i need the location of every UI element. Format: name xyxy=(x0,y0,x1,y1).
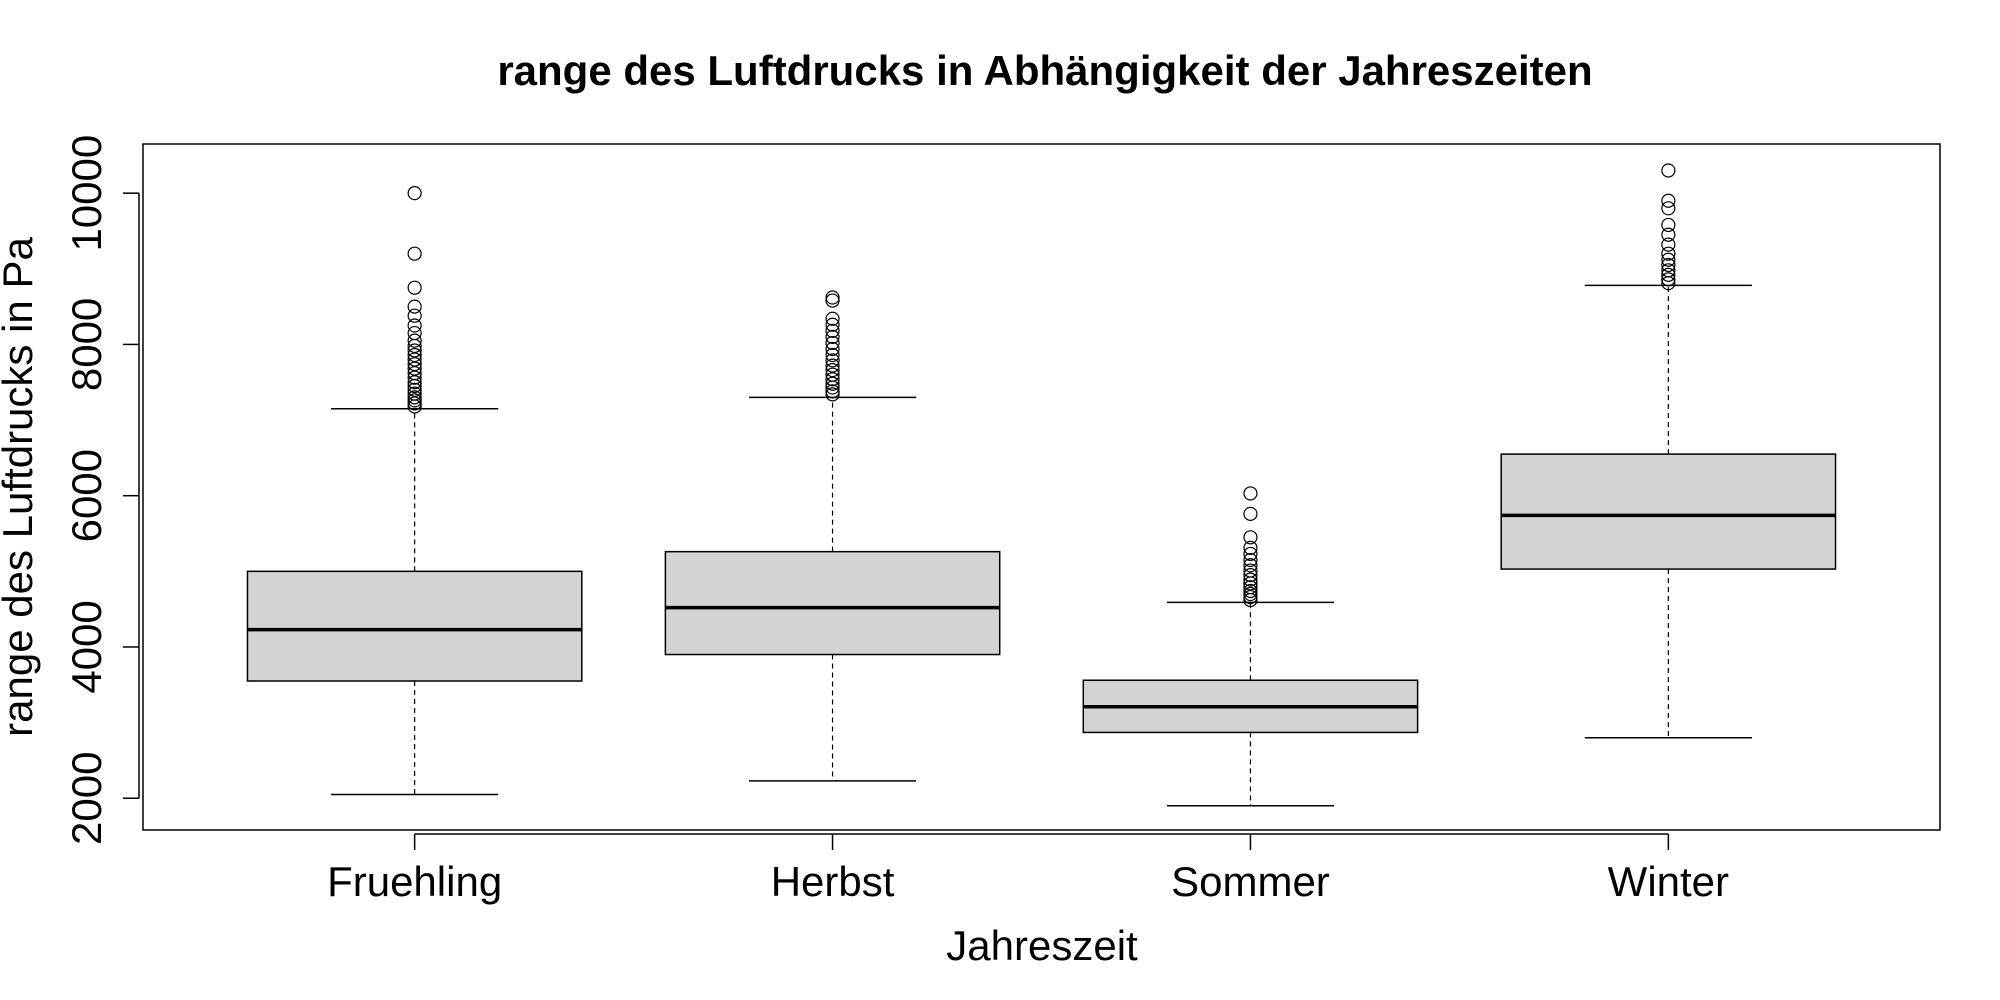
outlier-point xyxy=(1661,217,1676,233)
outlier-point xyxy=(825,329,840,344)
outlier-point xyxy=(1243,506,1258,521)
outlier-point xyxy=(407,361,422,376)
outlier-point xyxy=(825,372,840,387)
y-axis-label: range des Luftdrucks in Pa xyxy=(0,237,41,737)
plot-frame xyxy=(142,143,1941,831)
outlier-point xyxy=(825,335,840,351)
y-tick-label: 6000 xyxy=(63,449,110,542)
outlier-point xyxy=(407,382,422,397)
outlier-point xyxy=(1243,589,1258,605)
outlier-point xyxy=(825,376,840,391)
y-tick-label: 8000 xyxy=(63,298,110,391)
y-tick-label: 2000 xyxy=(63,752,110,845)
iqr-box xyxy=(664,550,1001,656)
box-group-fruehling xyxy=(246,186,583,796)
outlier-point xyxy=(407,393,422,408)
outlier-point xyxy=(407,318,422,333)
outlier-point xyxy=(1243,572,1258,587)
outlier-point xyxy=(825,367,840,382)
outlier-point xyxy=(1243,563,1258,578)
outlier-point xyxy=(1661,267,1676,282)
outlier-point xyxy=(825,387,840,402)
x-tick-label: Sommer xyxy=(1171,858,1330,905)
outlier-point xyxy=(407,186,422,201)
outlier-point xyxy=(407,347,422,363)
box-group-winter xyxy=(1500,163,1837,739)
outlier-point xyxy=(407,280,422,295)
outlier-point xyxy=(407,308,422,323)
y-tick-label: 10000 xyxy=(63,135,110,252)
outlier-point xyxy=(407,386,422,401)
outlier-point xyxy=(1243,540,1258,555)
outlier-point xyxy=(407,325,422,341)
outlier-point xyxy=(1661,227,1676,242)
outlier-point xyxy=(1661,272,1676,287)
outlier-point xyxy=(1243,552,1258,568)
outlier-point xyxy=(1661,163,1676,178)
iqr-box xyxy=(246,570,583,682)
outlier-point xyxy=(407,246,422,261)
outlier-point xyxy=(407,352,422,367)
box-group-herbst xyxy=(664,290,1001,782)
outlier-point xyxy=(1661,246,1676,261)
outlier-point xyxy=(1243,530,1258,545)
outlier-point xyxy=(1243,546,1258,562)
box-group-sommer xyxy=(1082,486,1419,807)
outlier-point xyxy=(1661,252,1676,267)
outlier-point xyxy=(825,358,840,373)
x-tick-label: Fruehling xyxy=(327,858,502,905)
outlier-point xyxy=(1243,586,1258,602)
outlier-point xyxy=(407,375,422,390)
x-axis: Fruehling Herbst Sommer Winter xyxy=(327,833,1729,905)
outlier-point xyxy=(407,333,422,348)
outlier-point xyxy=(825,290,840,305)
x-tick-label: Herbst xyxy=(771,858,895,905)
x-axis-label: Jahreszeit xyxy=(946,922,1138,969)
outlier-point xyxy=(1243,583,1258,599)
outlier-point xyxy=(407,390,422,405)
outlier-point xyxy=(825,363,840,378)
outlier-point xyxy=(1661,237,1676,252)
outlier-point xyxy=(825,317,840,332)
outlier-point xyxy=(407,370,422,385)
x-tick-label: Winter xyxy=(1608,858,1729,905)
outlier-point xyxy=(825,341,840,357)
outlier-point xyxy=(1661,263,1676,278)
outlier-point xyxy=(825,384,840,399)
outlier-point xyxy=(825,293,840,308)
outlier-point xyxy=(1243,486,1258,501)
outlier-point xyxy=(825,323,840,338)
boxes-layer xyxy=(246,163,1837,807)
outlier-point xyxy=(1661,257,1676,273)
outlier-point xyxy=(1243,580,1258,595)
outlier-point xyxy=(1243,568,1258,583)
outlier-point xyxy=(407,396,422,411)
outlier-point xyxy=(825,311,840,326)
y-axis: 2000 4000 6000 8000 10000 xyxy=(63,135,140,845)
outlier-point xyxy=(407,356,422,372)
outlier-point xyxy=(407,299,422,314)
outlier-point xyxy=(1661,201,1676,216)
outlier-point xyxy=(407,343,422,358)
outlier-point xyxy=(1243,558,1258,573)
outlier-point xyxy=(825,347,840,363)
iqr-box xyxy=(1500,453,1837,570)
chart-title: range des Luftdrucks in Abhängigkeit der… xyxy=(497,47,1592,94)
outlier-point xyxy=(825,353,840,368)
y-tick-label: 4000 xyxy=(63,600,110,693)
outlier-point xyxy=(1661,193,1676,208)
outlier-point xyxy=(407,366,422,381)
